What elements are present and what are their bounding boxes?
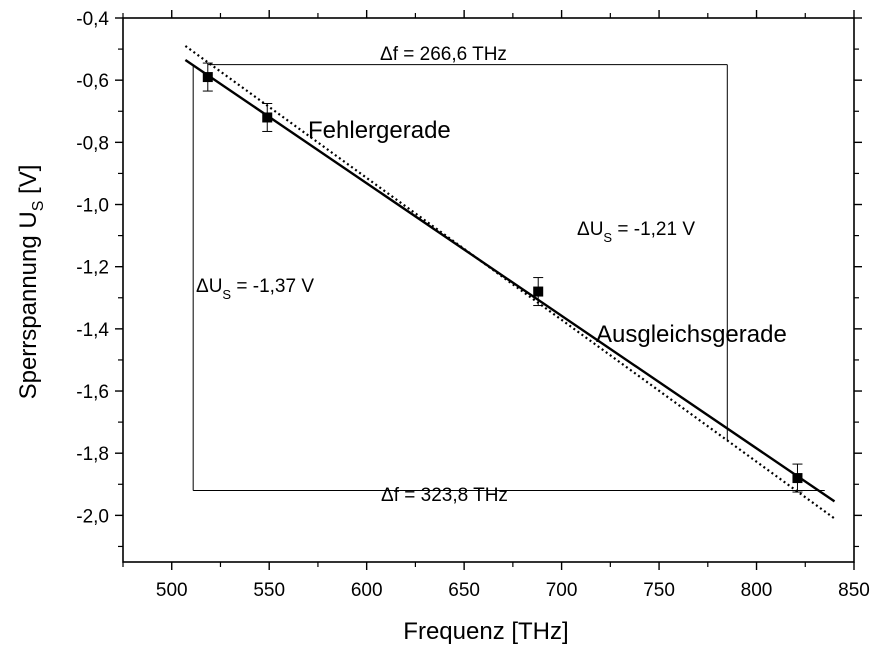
data-point <box>262 112 273 123</box>
delta-u-left-prefix: ΔU <box>196 276 222 297</box>
axis-ticks: 500 550 600 650 700 750 800 850 -0,4 -0,6 -0,8 -1,0… <box>76 9 870 601</box>
x-tick-label: 850 <box>838 580 870 601</box>
fit-lines <box>184 45 836 520</box>
fehlergerade-label: Fehlergerade <box>308 117 451 144</box>
y-tick-label: -0,4 <box>76 9 109 30</box>
y-tick-label: -0,8 <box>76 133 109 154</box>
x-tick-label: 600 <box>351 580 383 601</box>
x-axis-title: Frequenz [THz] <box>403 618 568 645</box>
delta-u-left-suffix: = -1,37 V <box>231 276 314 297</box>
data-point <box>202 72 213 83</box>
delta-u-right-prefix: ΔU <box>577 219 603 240</box>
ausgleichsgerade-line <box>184 58 836 503</box>
y-axis-title-main: Sperrspannung U <box>15 211 42 399</box>
delta-u-left-sub: S <box>222 287 231 302</box>
plot-frame <box>122 17 855 563</box>
plot-frame-border <box>122 17 855 563</box>
y-axis-title-unit: [V] <box>15 165 42 201</box>
y-tick-label: -1,8 <box>76 444 109 465</box>
delta-u-right-label: ΔUS = -1,21 V <box>577 219 695 245</box>
y-axis-title-sub: S <box>30 201 47 212</box>
slope-triangles <box>192 64 825 492</box>
y-tick-label: -1,4 <box>76 320 109 341</box>
y-tick-label: -2,0 <box>76 506 109 527</box>
data-points <box>202 62 803 493</box>
x-tick-label: 700 <box>546 580 578 601</box>
delta-f-top-label: Δf = 266,6 THz <box>380 44 507 65</box>
y-tick-label: -1,0 <box>76 196 109 217</box>
data-point <box>792 473 803 484</box>
y-tick-label: -0,6 <box>76 71 109 92</box>
delta-f-bottom-label: Δf = 323,8 THz <box>381 485 508 506</box>
x-tick-label: 750 <box>643 580 675 601</box>
y-axis-title: Sperrspannung US [V] <box>15 165 47 400</box>
delta-u-left-label: ΔUS = -1,37 V <box>196 276 314 302</box>
y-tick-label: -1,2 <box>76 258 109 279</box>
y-tick-label: -1,6 <box>76 382 109 403</box>
delta-u-right-sub: S <box>603 230 612 245</box>
x-tick-label: 650 <box>448 580 480 601</box>
x-tick-label: 500 <box>156 580 188 601</box>
data-point <box>533 286 544 297</box>
x-tick-label: 550 <box>253 580 285 601</box>
x-tick-label: 800 <box>741 580 773 601</box>
delta-u-right-suffix: = -1,21 V <box>612 219 695 240</box>
fehlergerade-line <box>184 45 836 520</box>
ausgleichsgerade-label: Ausgleichsgerade <box>596 321 787 348</box>
